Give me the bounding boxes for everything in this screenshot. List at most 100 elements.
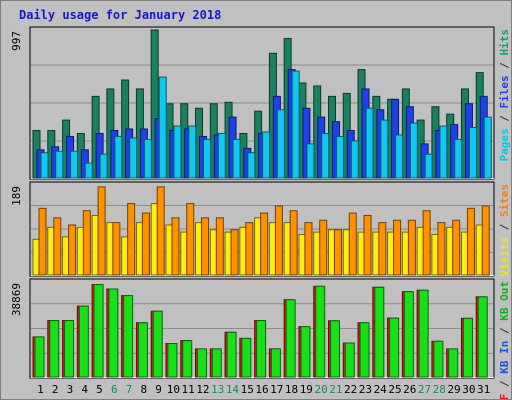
chart-title: Daily usage for January 2018 xyxy=(19,8,222,22)
bar-sites-day-12 xyxy=(201,217,210,276)
bar-pages-day-11 xyxy=(188,125,197,179)
bar-sites-day-28 xyxy=(437,222,446,276)
x-tick-label-day-6: 6 xyxy=(111,383,118,396)
x-tick-label-day-27: 27 xyxy=(418,383,431,396)
x-tick-label-day-2: 2 xyxy=(52,383,59,396)
bar-kb-out-day-5 xyxy=(93,284,104,378)
x-tick-label-day-3: 3 xyxy=(67,383,74,396)
panel-kb-max-label: 38869 xyxy=(10,283,23,316)
bar-pages-day-31 xyxy=(483,116,492,179)
legend-part-1: / xyxy=(498,109,511,129)
bar-sites-day-29 xyxy=(452,219,461,276)
x-tick-label-day-28: 28 xyxy=(433,383,446,396)
bar-kb-out-day-25 xyxy=(389,317,400,378)
x-tick-label-day-11: 11 xyxy=(182,383,195,396)
bar-pages-day-27 xyxy=(424,153,433,179)
bar-kb-out-day-21 xyxy=(329,320,340,378)
x-tick-label-day-5: 5 xyxy=(96,383,103,396)
bar-pages-day-24 xyxy=(380,119,389,179)
bar-kb-out-day-12 xyxy=(197,348,208,378)
bar-sites-day-24 xyxy=(378,222,387,276)
bar-kb-out-day-26 xyxy=(403,291,414,378)
bar-pages-day-3 xyxy=(70,150,79,179)
bar-pages-day-4 xyxy=(84,162,93,179)
bar-sites-day-21 xyxy=(333,229,342,276)
bar-sites-day-2 xyxy=(53,217,62,276)
bar-sites-day-19 xyxy=(304,222,313,276)
x-tick-label-day-21: 21 xyxy=(329,383,342,396)
bar-kb-out-day-23 xyxy=(359,322,370,378)
bar-kb-out-day-7 xyxy=(123,295,134,378)
bar-kb-out-day-4 xyxy=(78,305,89,378)
bar-kb-out-day-17 xyxy=(270,348,281,378)
x-tick-label-day-10: 10 xyxy=(167,383,180,396)
bar-kb-out-day-16 xyxy=(256,320,267,378)
legend-part-0: Visits xyxy=(498,237,511,277)
bar-pages-day-6 xyxy=(114,135,123,179)
bar-pages-day-30 xyxy=(468,127,477,179)
x-tick-label-day-31: 31 xyxy=(477,383,490,396)
bar-kb-out-day-20 xyxy=(315,285,326,378)
legend-part-2: KB In xyxy=(498,341,511,374)
panel-pages_files_hits-legend: Pages / Files / Hits xyxy=(498,29,511,162)
bar-sites-day-10 xyxy=(171,217,180,276)
bar-sites-day-31 xyxy=(481,205,490,276)
bar-pages-day-5 xyxy=(99,153,108,179)
bar-pages-day-29 xyxy=(454,138,463,179)
x-tick-label-day-4: 4 xyxy=(81,383,88,396)
legend-part-2: Files xyxy=(498,75,511,108)
bar-kb-out-day-3 xyxy=(64,320,75,378)
bar-sites-day-13 xyxy=(215,217,224,276)
x-tick-label-day-23: 23 xyxy=(359,383,372,396)
bar-pages-day-22 xyxy=(350,140,359,179)
bar-pages-day-20 xyxy=(321,132,330,179)
bar-pages-day-18 xyxy=(291,70,300,179)
x-tick-label-day-19: 19 xyxy=(300,383,313,396)
bar-pages-day-21 xyxy=(335,135,344,179)
bar-sites-day-30 xyxy=(466,207,475,276)
legend-part-1: / xyxy=(498,217,511,237)
x-tick-label-day-24: 24 xyxy=(374,383,388,396)
bar-sites-day-6 xyxy=(112,222,121,276)
bar-pages-day-2 xyxy=(55,150,64,179)
panel-visits_sites-legend: Visits / Sites xyxy=(498,184,511,277)
bar-pages-day-10 xyxy=(173,125,182,179)
bar-kb-out-day-11 xyxy=(182,340,193,378)
bar-pages-day-19 xyxy=(306,143,315,179)
bar-sites-day-4 xyxy=(82,210,91,276)
bar-sites-day-18 xyxy=(289,210,298,276)
bar-kb-out-day-13 xyxy=(211,348,222,378)
bar-sites-day-7 xyxy=(127,203,136,276)
x-tick-label-day-8: 8 xyxy=(140,383,147,396)
legend-part-0: KB F xyxy=(498,394,511,399)
bar-sites-day-23 xyxy=(363,214,372,276)
bar-sites-day-15 xyxy=(245,222,254,276)
bar-kb-out-day-28 xyxy=(433,340,444,378)
x-tick-label-day-22: 22 xyxy=(344,383,357,396)
bar-kb-out-day-29 xyxy=(448,348,459,378)
bar-sites-day-17 xyxy=(274,205,283,276)
bar-sites-day-16 xyxy=(260,212,269,276)
bar-sites-day-3 xyxy=(68,224,77,276)
bar-kb-out-day-14 xyxy=(226,331,237,378)
x-tick-label-day-9: 9 xyxy=(155,383,162,396)
bar-kb-out-day-6 xyxy=(108,288,119,378)
x-tick-label-day-1: 1 xyxy=(37,383,44,396)
bar-pages-day-26 xyxy=(409,122,418,179)
legend-part-1: / xyxy=(498,374,511,394)
bar-kb-out-day-15 xyxy=(241,337,252,378)
legend-part-4: Hits xyxy=(498,29,511,56)
x-tick-label-day-30: 30 xyxy=(462,383,475,396)
bar-sites-day-5 xyxy=(97,186,106,276)
bar-pages-day-16 xyxy=(262,131,271,179)
x-tick-label-day-17: 17 xyxy=(270,383,283,396)
bar-sites-day-20 xyxy=(319,219,328,276)
x-tick-label-day-25: 25 xyxy=(388,383,401,396)
bar-pages-day-7 xyxy=(129,137,138,179)
x-tick-label-day-12: 12 xyxy=(196,383,209,396)
x-tick-label-day-18: 18 xyxy=(285,383,298,396)
bar-pages-day-12 xyxy=(203,138,212,179)
x-tick-label-day-14: 14 xyxy=(226,383,240,396)
legend-part-0: Pages xyxy=(498,128,511,161)
